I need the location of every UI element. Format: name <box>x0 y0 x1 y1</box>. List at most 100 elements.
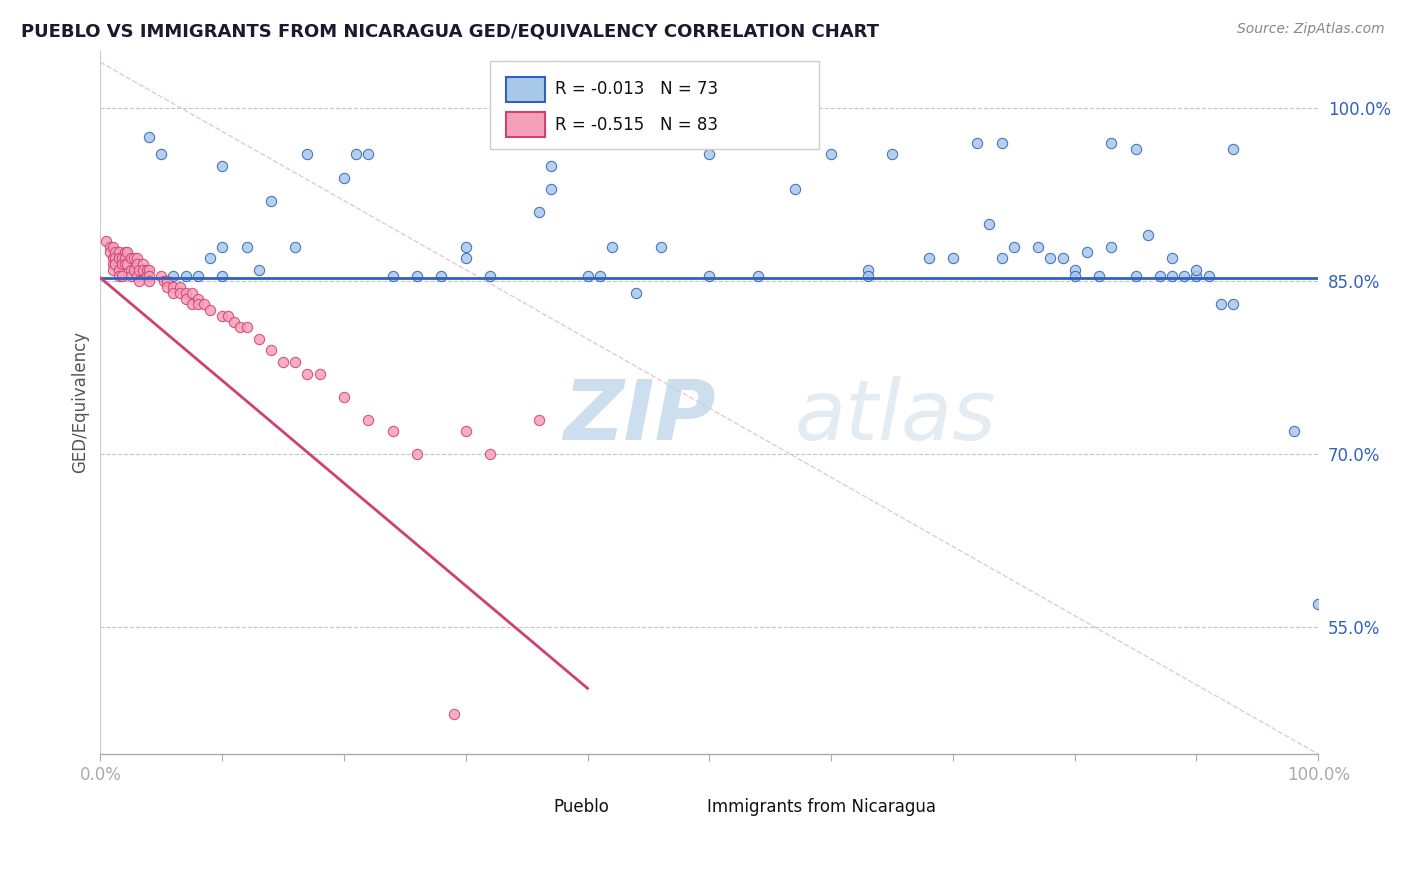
Point <box>1088 268 1111 283</box>
Point <box>174 285 197 300</box>
Point <box>540 182 562 196</box>
Point <box>1173 268 1195 283</box>
Point <box>150 268 173 283</box>
Point <box>187 292 209 306</box>
Point <box>104 245 127 260</box>
Point <box>115 257 138 271</box>
Text: R = -0.515   N = 83: R = -0.515 N = 83 <box>554 116 717 134</box>
Point <box>357 412 380 426</box>
Point <box>1026 240 1049 254</box>
Point <box>284 240 307 254</box>
Point <box>723 124 745 138</box>
Text: ZIP: ZIP <box>564 376 716 457</box>
Point <box>224 315 246 329</box>
Point <box>1149 268 1171 283</box>
Point <box>169 280 191 294</box>
Point <box>174 268 197 283</box>
Point <box>1052 251 1074 265</box>
Point <box>1198 268 1220 283</box>
Point <box>114 245 136 260</box>
Point <box>150 147 173 161</box>
FancyBboxPatch shape <box>664 794 700 821</box>
Point <box>527 205 550 219</box>
Point <box>101 257 124 271</box>
Point <box>990 251 1012 265</box>
Point <box>162 268 184 283</box>
Point <box>132 262 155 277</box>
Point <box>406 447 429 461</box>
Point <box>211 268 233 283</box>
Text: Source: ZipAtlas.com: Source: ZipAtlas.com <box>1237 22 1385 37</box>
Point <box>162 285 184 300</box>
Point <box>271 355 294 369</box>
Point <box>284 355 307 369</box>
Point <box>107 251 129 265</box>
Point <box>297 147 319 161</box>
Point <box>540 159 562 173</box>
Point <box>101 251 124 265</box>
Point <box>125 251 148 265</box>
Point <box>600 240 623 254</box>
Point <box>96 234 118 248</box>
Point <box>1185 262 1208 277</box>
Point <box>174 292 197 306</box>
Point <box>229 320 252 334</box>
Point <box>180 285 202 300</box>
Point <box>187 297 209 311</box>
Point <box>589 268 612 283</box>
Point <box>98 240 121 254</box>
Point <box>138 274 160 288</box>
Point <box>1099 240 1122 254</box>
Point <box>124 251 146 265</box>
Point <box>120 268 142 283</box>
Point <box>125 268 148 283</box>
Point <box>135 262 157 277</box>
Point <box>114 257 136 271</box>
FancyBboxPatch shape <box>491 62 818 149</box>
Point <box>120 251 142 265</box>
Point <box>880 147 903 161</box>
Point <box>138 130 160 145</box>
Point <box>152 274 174 288</box>
Point <box>1209 297 1232 311</box>
Point <box>406 268 429 283</box>
Point <box>247 262 270 277</box>
Point <box>479 268 502 283</box>
Point <box>101 240 124 254</box>
Point <box>104 251 127 265</box>
Point <box>135 268 157 283</box>
Point <box>128 274 150 288</box>
Point <box>235 320 257 334</box>
Point <box>966 136 988 150</box>
Point <box>217 309 239 323</box>
Point <box>1063 262 1085 277</box>
Point <box>697 147 720 161</box>
Point <box>1136 228 1159 243</box>
Text: Immigrants from Nicaragua: Immigrants from Nicaragua <box>707 797 936 816</box>
Point <box>1222 297 1244 311</box>
Point <box>138 262 160 277</box>
Point <box>1002 240 1025 254</box>
Point <box>162 280 184 294</box>
Point <box>198 303 221 318</box>
Point <box>104 257 127 271</box>
Point <box>856 268 879 283</box>
Point <box>1161 251 1184 265</box>
Point <box>132 257 155 271</box>
Point <box>820 147 842 161</box>
Point <box>169 285 191 300</box>
Point <box>1063 268 1085 283</box>
Point <box>1076 245 1098 260</box>
Point <box>454 251 477 265</box>
FancyBboxPatch shape <box>506 77 546 102</box>
Point <box>1282 424 1305 438</box>
Point <box>357 147 380 161</box>
Point <box>111 257 134 271</box>
Point <box>260 343 283 358</box>
Point <box>193 297 215 311</box>
Point <box>1039 251 1062 265</box>
Point <box>107 262 129 277</box>
Point <box>124 262 146 277</box>
Point <box>101 262 124 277</box>
Point <box>297 367 319 381</box>
